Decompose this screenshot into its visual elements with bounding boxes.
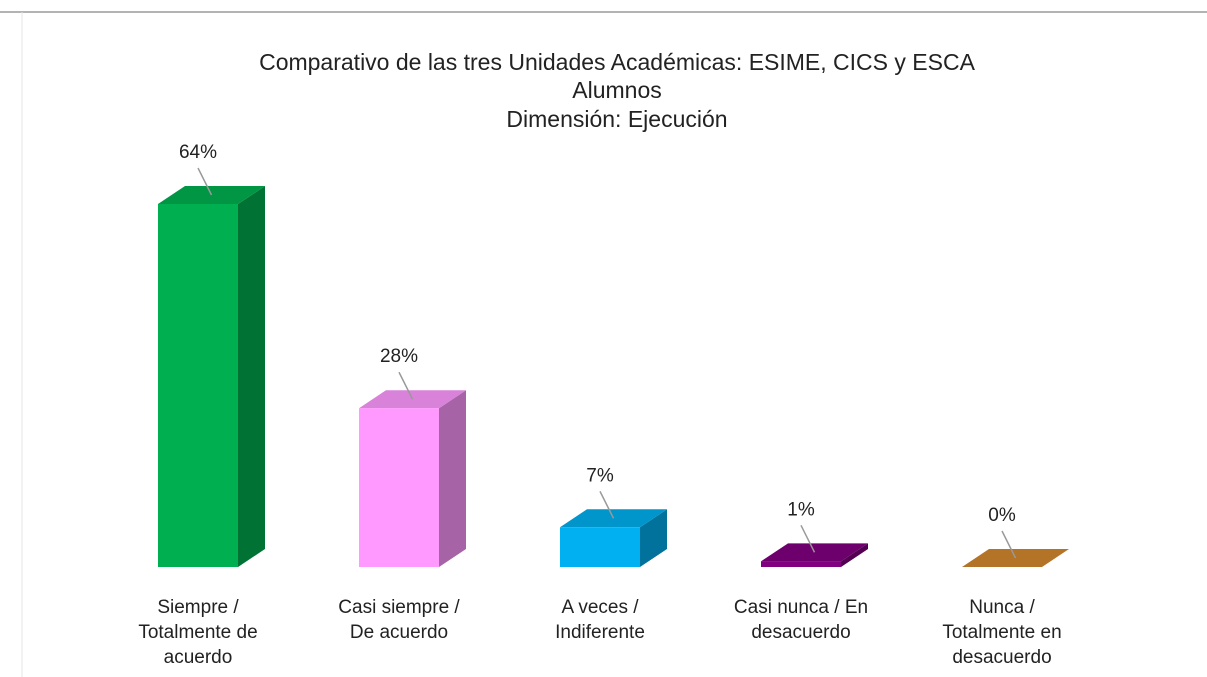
x-tick-label: desacuerdo [751, 622, 850, 643]
value-label: 64% [179, 142, 217, 163]
x-tick-label: Totalmente en [942, 622, 1061, 643]
bar-side [841, 543, 868, 567]
value-label: 0% [988, 505, 1016, 526]
bar [359, 408, 439, 567]
x-tick-label: desacuerdo [952, 647, 1051, 668]
x-tick-label: acuerdo [164, 647, 233, 668]
x-tick-label: Siempre / [157, 597, 239, 618]
chart-subtitle: Dimensión: Ejecución [506, 106, 727, 132]
bar-side [439, 390, 466, 567]
leader-line [599, 490, 615, 519]
x-tick-label: De acuerdo [350, 622, 448, 643]
x-tick-label: Nunca / [969, 597, 1035, 618]
x-tick-label: Casi siempre / [338, 597, 460, 618]
chart-title: Comparativo de las tres Unidades Académi… [259, 49, 976, 75]
bar-side [640, 509, 667, 567]
x-tick-label: Indiferente [555, 622, 645, 643]
x-tick-label: Casi nunca / En [734, 597, 868, 618]
x-tick-label: Totalmente de [138, 622, 257, 643]
leader-line [197, 167, 213, 196]
bar [158, 204, 238, 567]
bar [761, 561, 841, 567]
value-label: 1% [787, 499, 815, 520]
bar [560, 527, 640, 567]
value-label: 7% [586, 465, 614, 486]
value-label: 28% [380, 346, 418, 367]
chart-subtitle: Alumnos [572, 77, 661, 103]
leader-line [1001, 530, 1017, 559]
x-tick-label: A veces / [561, 597, 639, 618]
leader-line [398, 371, 414, 400]
bar-side [238, 186, 265, 567]
leader-line [800, 524, 816, 553]
